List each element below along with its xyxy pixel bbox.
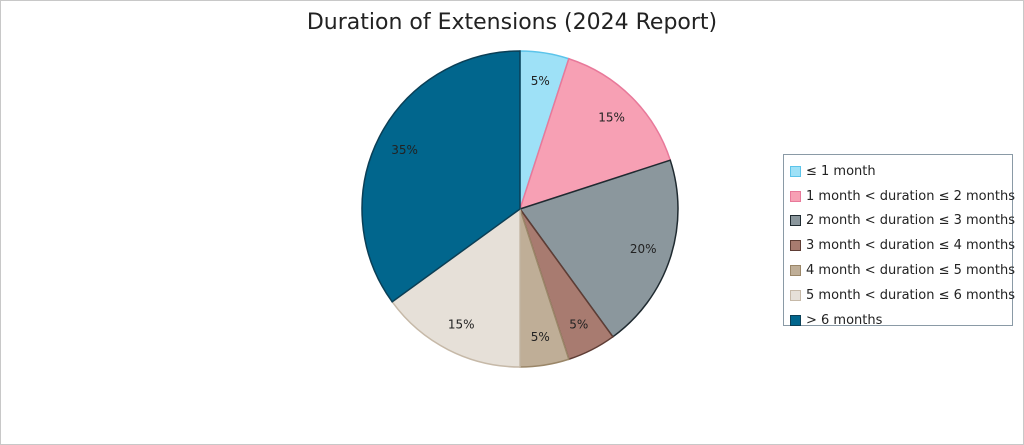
pie-slice: [361, 50, 521, 303]
chart-legend: ≤ 1 month 1 month < duration ≤ 2 months …: [783, 154, 1015, 328]
legend-item: 3 month < duration ≤ 4 months: [790, 233, 1015, 258]
slice-label: 5%: [569, 317, 588, 331]
legend-item: 5 month < duration ≤ 6 months: [790, 283, 1015, 308]
pie-slice: [518, 57, 672, 211]
legend-swatch: [790, 215, 801, 227]
legend-item: 4 month < duration ≤ 5 months: [790, 258, 1015, 283]
slice-label: 20%: [630, 242, 657, 256]
pie-slices: [361, 50, 679, 368]
slice-label: 5%: [531, 74, 550, 88]
legend-swatch: [790, 265, 801, 277]
slice-label: 35%: [391, 143, 418, 157]
legend-label: > 6 months: [806, 312, 883, 328]
pie-slice: [518, 159, 679, 338]
slice-label: 5%: [531, 330, 550, 344]
legend-swatch: [790, 314, 801, 326]
slice-label: 15%: [598, 110, 625, 124]
chart-title: Duration of Extensions (2024 Report): [306, 10, 718, 35]
legend-label: 5 month < duration ≤ 6 months: [806, 287, 1015, 303]
legend-item: > 6 months: [790, 308, 1012, 333]
legend-item: 1 month < duration ≤ 2 months: [790, 184, 1015, 209]
legend-label: 4 month < duration ≤ 5 months: [806, 263, 1015, 279]
legend-item: 2 month < duration ≤ 3 months: [790, 209, 1015, 234]
legend-swatch: [790, 190, 801, 202]
pie-slice: [391, 207, 521, 368]
legend-swatch: [790, 289, 801, 301]
legend-item: ≤ 1 month: [790, 159, 1012, 184]
legend-swatch: [790, 240, 801, 252]
slice-label: 15%: [448, 317, 475, 331]
legend-label: ≤ 1 month: [806, 163, 876, 179]
pie-labels: 5% 15% 20% 5% 5% 15% 35%: [391, 74, 656, 344]
legend-label: 2 month < duration ≤ 3 months: [806, 213, 1015, 229]
legend-swatch: [790, 165, 801, 177]
legend-label: 1 month < duration ≤ 2 months: [806, 188, 1015, 204]
legend-label: 3 month < duration ≤ 4 months: [806, 238, 1015, 254]
